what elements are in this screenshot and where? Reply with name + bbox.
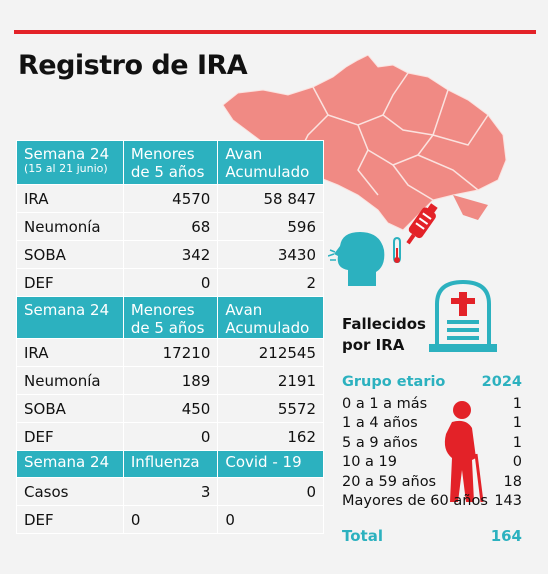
- age-value: 18: [503, 473, 522, 490]
- header-under5-line1: Menores: [130, 301, 195, 319]
- table2-header-under5: Menores de 5 años: [122, 296, 219, 339]
- list-item: Mayores de 60 años 143: [342, 492, 522, 512]
- list-item: 10 a 19 0: [342, 453, 522, 473]
- row-value-acum: 5572: [217, 394, 324, 423]
- elderly-person-icon: [444, 401, 484, 503]
- row-value-under5: 450: [122, 394, 219, 423]
- table-row: IRA 17210 212545: [16, 338, 324, 367]
- age-label: 0 a 1 a más: [342, 395, 428, 412]
- row-value-under5: 4570: [122, 184, 219, 213]
- table-row: DEF 0 162: [16, 422, 324, 451]
- row-label: DEF: [16, 268, 124, 297]
- row-value-under5: 342: [122, 240, 219, 269]
- fallecidos-line2: por IRA: [342, 336, 405, 354]
- header-week-label: Semana 24: [24, 145, 110, 163]
- row-value-under5: 0: [122, 422, 219, 451]
- age-label: 5 a 9 años: [342, 434, 418, 451]
- table-row: IRA 4570 58 847: [16, 184, 324, 213]
- total-label: Total: [342, 527, 383, 545]
- fallecidos-line1: Fallecidos: [342, 315, 426, 333]
- list-item: 0 a 1 a más 1: [342, 395, 522, 415]
- row-value-influenza: 3: [122, 477, 219, 506]
- age-value: 0: [512, 454, 522, 470]
- row-label: DEF: [16, 505, 124, 534]
- row-value-acum: 58 847: [217, 184, 324, 213]
- age-value: 143: [494, 493, 522, 509]
- tombstone-icon: [429, 279, 497, 352]
- header-under5-line2: de 5 años: [130, 319, 205, 337]
- row-value-under5: 0: [122, 268, 219, 297]
- table1-header: Semana 24 (15 al 21 junio) Menores de 5 añ…: [16, 140, 324, 185]
- row-label: Neumonía: [16, 366, 124, 395]
- list-item: 20 a 59 años 18: [342, 473, 522, 493]
- table-row: DEF 0 2: [16, 268, 324, 297]
- table-row: DEF 0 0: [16, 505, 324, 534]
- header-acum-line1: Avan: [225, 145, 263, 163]
- header-acum-line2: Acumulado: [225, 163, 310, 181]
- table1-header-acum: Avan Acumulado: [217, 140, 324, 185]
- row-value-under5: 189: [122, 366, 219, 395]
- header-under5-line2: de 5 años: [130, 163, 205, 181]
- age-value: 1: [512, 434, 522, 451]
- table1-header-week: Semana 24 (15 al 21 junio): [16, 140, 124, 185]
- row-value-acum: 2191: [217, 366, 324, 395]
- row-label: IRA: [16, 338, 124, 367]
- row-value-covid: 0: [217, 477, 324, 506]
- fallecidos-label: Fallecidos por IRA: [342, 314, 426, 356]
- table3-header: Semana 24 Influenza Covid - 19: [16, 450, 324, 478]
- table3-header-influenza: Influenza: [122, 450, 219, 478]
- age-label: Mayores de 60 años: [342, 493, 488, 509]
- registro-table: Semana 24 (15 al 21 junio) Menores de 5 añ…: [16, 140, 324, 534]
- table1-header-under5: Menores de 5 años: [122, 140, 219, 185]
- row-label: SOBA: [16, 394, 124, 423]
- list-item: 5 a 9 años 1: [342, 434, 522, 454]
- row-label: SOBA: [16, 240, 124, 269]
- table-row: SOBA 342 3430: [16, 240, 324, 269]
- thermometer-icon: [406, 203, 438, 245]
- row-value-under5: 68: [122, 212, 219, 241]
- age-label: 10 a 19: [342, 454, 398, 470]
- row-value-acum: 162: [217, 422, 324, 451]
- header-acum-line2: Acumulado: [225, 319, 310, 337]
- table2-header-week: Semana 24: [16, 296, 124, 339]
- table3-header-covid: Covid - 19: [217, 450, 324, 478]
- age-value: 1: [512, 395, 522, 412]
- header-acum-line1: Avan: [225, 301, 263, 319]
- row-value-acum: 3430: [217, 240, 324, 269]
- row-label: DEF: [16, 422, 124, 451]
- row-value-acum: 212545: [217, 338, 324, 367]
- row-value-acum: 596: [217, 212, 324, 241]
- age-header-label: Grupo etario: [342, 374, 446, 390]
- row-value-acum: 2: [217, 268, 324, 297]
- row-value-covid: 0: [217, 505, 324, 534]
- row-value-under5: 17210: [122, 338, 219, 367]
- table-row: Neumonía 189 2191: [16, 366, 324, 395]
- table-row: Casos 3 0: [16, 477, 324, 506]
- row-label: Casos: [16, 477, 124, 506]
- top-rule: [14, 30, 536, 34]
- header-week-range: (15 al 21 junio): [24, 162, 108, 175]
- table3-header-week: Semana 24: [16, 450, 124, 478]
- table-row: SOBA 450 5572: [16, 394, 324, 423]
- age-header-year: 2024: [481, 374, 522, 390]
- total-row: Total 164: [342, 527, 522, 545]
- table-row: Neumonía 68 596: [16, 212, 324, 241]
- header-under5-line1: Menores: [130, 145, 195, 163]
- table2-header-acum: Avan Acumulado: [217, 296, 324, 339]
- row-label: IRA: [16, 184, 124, 213]
- list-item: 1 a 4 años 1: [342, 414, 522, 434]
- age-value: 1: [512, 415, 522, 431]
- age-group-header: Grupo etario 2024: [342, 373, 522, 393]
- region-map: [222, 55, 507, 231]
- cough-head-icon: [328, 232, 401, 286]
- table2-header: Semana 24 Menores de 5 años Avan Acumulado: [16, 296, 324, 339]
- page-title: Registro de IRA: [18, 50, 248, 81]
- age-group-list: Grupo etario 2024 0 a 1 a más 1 1 a 4 año…: [342, 373, 522, 512]
- total-value: 164: [490, 527, 522, 545]
- age-label: 1 a 4 años: [342, 415, 418, 431]
- row-value-influenza: 0: [122, 505, 219, 534]
- age-label: 20 a 59 años: [342, 473, 437, 490]
- row-label: Neumonía: [16, 212, 124, 241]
